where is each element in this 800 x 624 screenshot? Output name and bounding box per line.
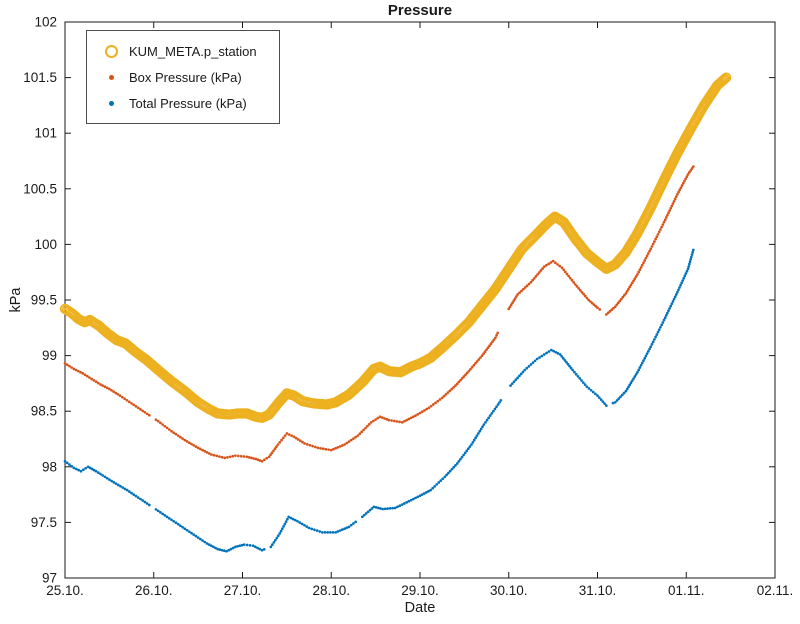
svg-text:27.10.: 27.10. [224,583,262,598]
chart-title: Pressure [387,2,453,19]
svg-text:28.10.: 28.10. [312,583,350,598]
svg-text:101: 101 [34,126,57,141]
legend-item-station: KUM_META.p_station [93,38,265,64]
legend-item-box-pressure: Box Pressure (kPa) [93,64,265,90]
svg-text:97: 97 [42,571,57,586]
legend-item-total-pressure: Total Pressure (kPa) [93,90,265,116]
x-axis-label: Date [404,600,436,616]
svg-text:31.10.: 31.10. [579,583,617,598]
dot-marker-icon [108,74,114,80]
svg-text:01.11.: 01.11. [668,583,705,598]
legend-label: KUM_META.p_station [129,43,257,59]
legend: KUM_META.p_station Box Pressure (kPa) To… [86,30,280,124]
legend-label: Box Pressure (kPa) [129,69,242,85]
svg-text:25.10.: 25.10. [46,583,84,598]
svg-text:02.11.: 02.11. [757,583,794,598]
svg-text:100.5: 100.5 [23,181,57,196]
svg-text:29.10.: 29.10. [401,583,439,598]
svg-text:99: 99 [42,348,57,363]
svg-text:30.10.: 30.10. [490,583,528,598]
svg-text:26.10.: 26.10. [135,583,173,598]
svg-text:101.5: 101.5 [23,70,57,85]
svg-text:102: 102 [34,15,57,30]
dot-marker-icon [108,100,114,106]
svg-text:100: 100 [34,237,57,252]
svg-text:99.5: 99.5 [31,293,57,308]
legend-label: Total Pressure (kPa) [129,95,247,111]
svg-text:97.5: 97.5 [31,515,57,530]
svg-text:98: 98 [42,459,57,474]
svg-text:98.5: 98.5 [31,404,57,419]
open-circle-marker-icon [104,44,118,58]
